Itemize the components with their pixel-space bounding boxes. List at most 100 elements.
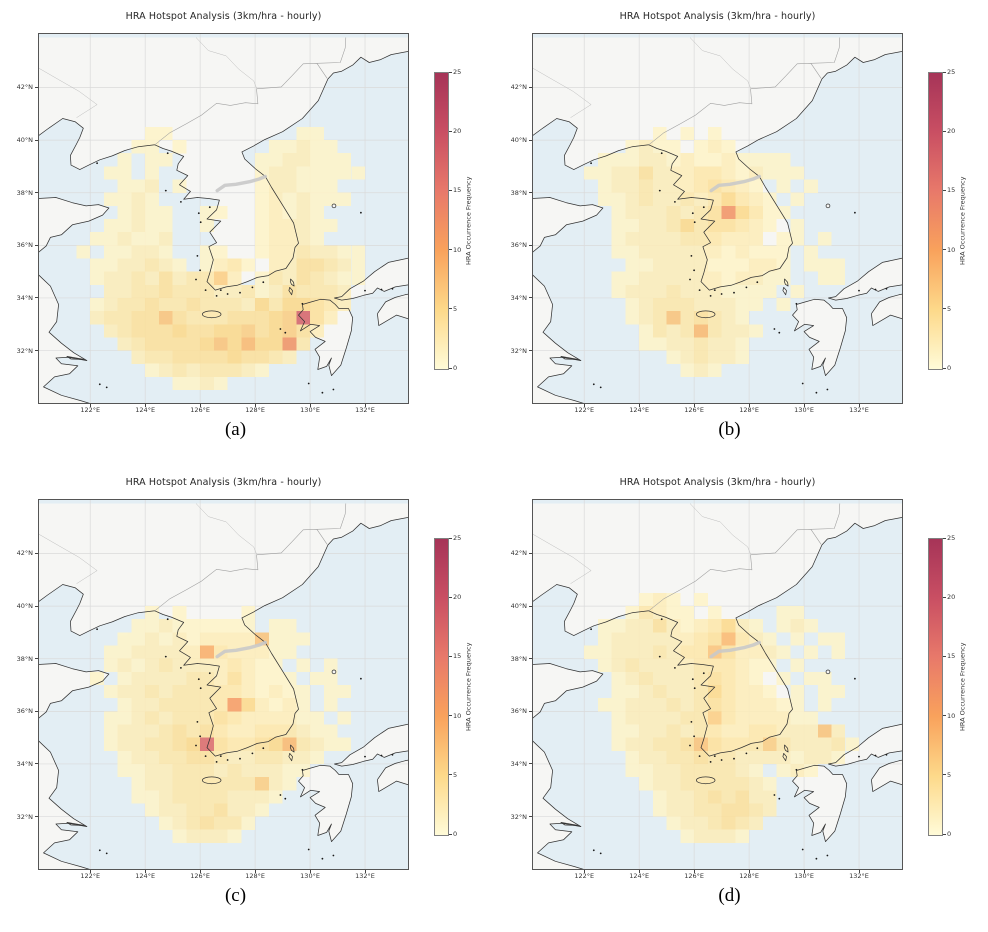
- colorbar-tick-label: 25: [947, 534, 956, 542]
- colorbar-tick-label: 0: [453, 830, 458, 838]
- lon-tick-label: 126°E: [190, 406, 211, 414]
- dmz-line: [215, 640, 267, 659]
- lat-tick-label: 42°N: [16, 83, 33, 92]
- heatmap-cells: [90, 606, 352, 843]
- lon-tick-label: 122°E: [80, 406, 101, 414]
- colorbar-tick-mark: [943, 189, 946, 191]
- country-borders: [648, 503, 841, 612]
- map-plot-area: [532, 499, 903, 870]
- colorbar-gradient: [435, 539, 448, 835]
- subplot-caption: (b): [718, 419, 741, 440]
- colorbar-tick-label: 20: [453, 127, 462, 136]
- colorbar-tick-label: 15: [453, 652, 462, 661]
- colorbar-gradient: [929, 73, 942, 369]
- colorbar-tick-mark: [943, 833, 946, 835]
- lat-tick-mark: [529, 763, 532, 765]
- rivers: [38, 503, 257, 584]
- colorbar-tick-label: 0: [947, 830, 952, 838]
- lat-tick-label: 32°N: [510, 346, 527, 355]
- colorbar-tick-mark: [449, 130, 452, 132]
- colorbar: [928, 72, 943, 370]
- colorbar-tick-mark: [943, 655, 946, 657]
- colorbar-tick-mark: [449, 833, 452, 835]
- lon-tick-label: 124°E: [629, 406, 650, 414]
- lon-tick-mark: [858, 404, 860, 407]
- colorbar-tick-label: 5: [453, 770, 458, 779]
- lon-tick-mark: [144, 870, 146, 873]
- lat-tick-mark: [35, 350, 38, 352]
- lat-tick-label: 38°N: [16, 188, 33, 197]
- lat-tick-label: 36°N: [16, 241, 33, 250]
- lon-tick-mark: [309, 404, 311, 407]
- lat-tick-mark: [529, 350, 532, 352]
- lon-tick-mark: [583, 404, 585, 407]
- lon-tick-label: 126°E: [190, 872, 211, 880]
- lat-tick-mark: [35, 297, 38, 299]
- lon-tick-label: 132°E: [355, 406, 375, 414]
- colorbar-tick-mark: [943, 130, 946, 132]
- island-dots: [96, 152, 394, 394]
- subplot-title: HRA Hotspot Analysis (3km/hra - hourly): [125, 477, 322, 488]
- lon-tick-mark: [858, 870, 860, 873]
- lon-tick-label: 128°E: [739, 406, 759, 414]
- lon-tick-mark: [309, 870, 311, 873]
- lat-tick-mark: [529, 192, 532, 194]
- lat-tick-label: 36°N: [510, 241, 527, 250]
- lat-tick-label: 32°N: [16, 812, 33, 821]
- lon-tick-mark: [254, 870, 256, 873]
- colorbar-tick-mark: [449, 249, 452, 251]
- subplot-caption: (c): [224, 885, 247, 906]
- lon-tick-label: 124°E: [135, 872, 156, 880]
- colorbar-tick-label: 20: [947, 127, 956, 136]
- lat-tick-label: 40°N: [510, 136, 527, 145]
- colorbar-tick-label: 5: [947, 770, 952, 779]
- colorbar-tick-mark: [943, 367, 946, 369]
- lat-tick-label: 38°N: [16, 654, 33, 663]
- lon-tick-label: 126°E: [684, 872, 705, 880]
- lat-tick-label: 34°N: [510, 293, 527, 302]
- lon-tick-mark: [638, 870, 640, 873]
- lat-tick-label: 42°N: [16, 549, 33, 558]
- colorbar-tick-label: 10: [453, 711, 462, 720]
- colorbar-label: HRA Occurrence Frequency: [958, 642, 967, 732]
- lon-tick-mark: [89, 870, 91, 873]
- colorbar-tick-mark: [449, 596, 452, 598]
- colorbar-tick-mark: [449, 774, 452, 776]
- subplot-title: HRA Hotspot Analysis (3km/hra - hourly): [125, 11, 322, 22]
- lat-tick-mark: [529, 816, 532, 818]
- subplot-title: HRA Hotspot Analysis (3km/hra - hourly): [619, 477, 816, 488]
- colorbar-tick-mark: [449, 655, 452, 657]
- lat-tick-mark: [529, 552, 532, 554]
- lon-tick-mark: [693, 870, 695, 873]
- lon-tick-mark: [583, 870, 585, 873]
- heatmap-cells: [584, 592, 859, 843]
- lat-tick-mark: [35, 816, 38, 818]
- lon-tick-mark: [364, 870, 366, 873]
- map-plot-area: [38, 33, 409, 404]
- lat-tick-label: 36°N: [510, 707, 527, 716]
- dmz-line: [709, 640, 761, 659]
- lon-tick-label: 124°E: [629, 872, 650, 880]
- lon-tick-label: 130°E: [794, 872, 814, 880]
- colorbar-tick-label: 0: [453, 364, 458, 372]
- lon-tick-label: 122°E: [574, 872, 595, 880]
- colorbar-tick-mark: [449, 189, 452, 191]
- colorbar: [928, 538, 943, 836]
- lat-tick-mark: [35, 658, 38, 660]
- island-dots: [590, 618, 888, 860]
- lon-tick-label: 130°E: [300, 872, 320, 880]
- lon-tick-mark: [199, 870, 201, 873]
- lon-tick-label: 128°E: [245, 406, 265, 414]
- colorbar-label: HRA Occurrence Frequency: [464, 642, 473, 732]
- lat-tick-label: 34°N: [16, 759, 33, 768]
- colorbar-tick-label: 25: [947, 68, 956, 76]
- lat-tick-mark: [529, 297, 532, 299]
- lat-tick-label: 40°N: [510, 602, 527, 611]
- lat-tick-mark: [35, 192, 38, 194]
- colorbar-tick-label: 0: [947, 364, 952, 372]
- lat-tick-mark: [35, 605, 38, 607]
- subplot-a: HRA Hotspot Analysis (3km/hra - hourly) …: [0, 0, 494, 466]
- colorbar: [434, 538, 449, 836]
- subplot-c: HRA Hotspot Analysis (3km/hra - hourly) …: [0, 466, 494, 932]
- lat-tick-label: 34°N: [16, 293, 33, 302]
